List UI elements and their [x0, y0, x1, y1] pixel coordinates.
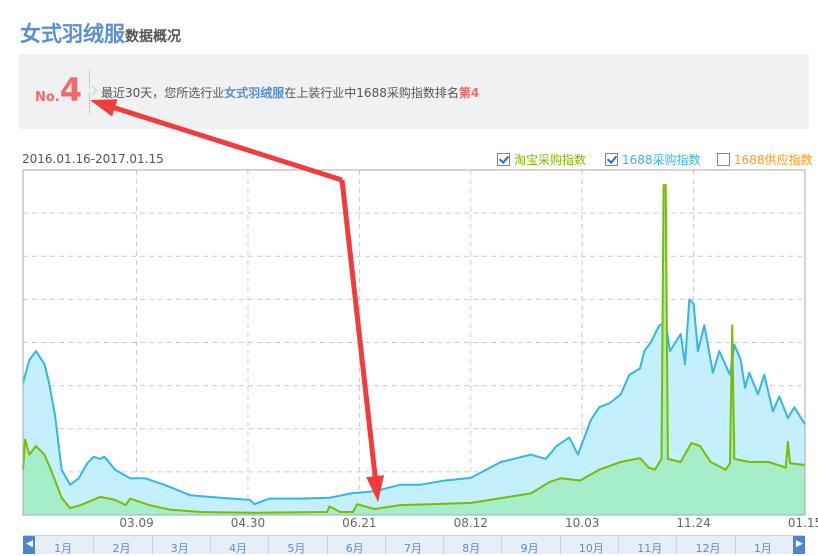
rank-summary-box: No.4 最近30天，您所选行业女式羽绒服在上装行业中1688采购指数排名第4 [19, 54, 809, 129]
rank-number: 4 [59, 71, 83, 109]
rank-value: 第4 [458, 86, 480, 100]
slider-right-handle[interactable]: ▶ [793, 536, 805, 554]
slider-month-label[interactable]: 6月 [345, 542, 364, 555]
annotation-arrow-icon [90, 99, 343, 183]
slider-left-handle[interactable]: ◀ [23, 536, 35, 554]
slider-divider [559, 536, 561, 554]
slider-month-label[interactable]: 12月 [695, 542, 721, 555]
x-tick-label: 06.21 [342, 516, 377, 530]
rank-text-middle: 在上装行业中1688采购指数排名 [284, 86, 459, 100]
slider-month-label[interactable]: 2月 [112, 542, 131, 555]
annotation-arrow-icon [339, 179, 385, 502]
slider-month-label[interactable]: 4月 [229, 542, 248, 555]
legend-label: 1688供应指数 [734, 153, 813, 167]
rank-description: 最近30天，您所选行业女式羽绒服在上装行业中1688采购指数排名第4 [101, 84, 479, 101]
slider-month-label[interactable]: 7月 [404, 542, 422, 555]
category-title: 女式羽绒服 [20, 22, 125, 46]
title-suffix: 数据概况 [125, 29, 181, 45]
x-tick-label: 10.03 [564, 516, 600, 530]
slider-divider [443, 536, 445, 554]
slider-divider [209, 536, 211, 554]
slider-month-label[interactable]: 5月 [287, 542, 306, 555]
legend-1688-purchase[interactable]: 1688采购指数 [605, 151, 701, 168]
checkbox-checked-icon[interactable] [605, 153, 618, 166]
x-tick-label: 03.09 [119, 516, 154, 530]
slider-month-label[interactable]: 8月 [462, 542, 481, 555]
x-tick-label: 08.12 [453, 516, 488, 530]
slider-divider [676, 536, 678, 554]
series-area-1 [23, 185, 805, 515]
legend-taobao[interactable]: 淘宝采购指数 [497, 151, 586, 168]
rank-category: 女式羽绒服 [224, 86, 285, 100]
slider-divider [326, 536, 328, 554]
arrow-left-icon: ◀ [26, 539, 33, 549]
checkbox-unchecked-icon[interactable] [717, 153, 730, 166]
legend-1688-supply[interactable]: 1688供应指数 [717, 151, 813, 168]
slider-month-label[interactable]: 3月 [170, 542, 189, 555]
rank-badge: No.4 [35, 74, 82, 106]
date-range: 2016.01.16-2017.01.15 [22, 152, 164, 166]
rank-prefix: No. [35, 90, 60, 105]
plot-border [22, 169, 806, 516]
legend-label: 淘宝采购指数 [514, 153, 587, 167]
slider-month-label[interactable]: 10月 [578, 542, 604, 555]
slider-divider [151, 536, 153, 554]
slider-divider [734, 536, 736, 554]
series-line-1 [22, 184, 806, 514]
month-range-slider[interactable]: ◀ ▶ 1月 2月 3月 4月 5月 6月 7月 8月 9月 10月 11月 12月 1月 [23, 535, 805, 555]
slider-divider [93, 536, 95, 554]
slider-month-label[interactable]: 1月 [54, 542, 73, 555]
slider-divider [384, 536, 386, 554]
series-area-0 [23, 299, 805, 515]
legend-label: 1688采购指数 [622, 153, 701, 167]
x-tick-label: 11.24 [676, 516, 711, 530]
slider-month-label[interactable]: 9月 [520, 542, 539, 555]
slider-month-label[interactable]: 11月 [637, 542, 663, 555]
checkbox-checked-icon[interactable] [497, 153, 510, 166]
series-line-0 [22, 298, 806, 506]
slider-month-label[interactable]: 1月 [753, 542, 772, 555]
slider-divider [618, 536, 620, 554]
x-tick-label: 04.30 [230, 516, 266, 530]
rank-text-before: 最近30天，您所选行业 [101, 86, 225, 100]
slider-divider [501, 536, 503, 554]
x-tick-label: 01.15 [787, 516, 818, 530]
arrow-right-icon: ▶ [796, 539, 803, 549]
slider-divider [268, 536, 270, 554]
page-title: 女式羽绒服数据概况 [20, 18, 181, 48]
